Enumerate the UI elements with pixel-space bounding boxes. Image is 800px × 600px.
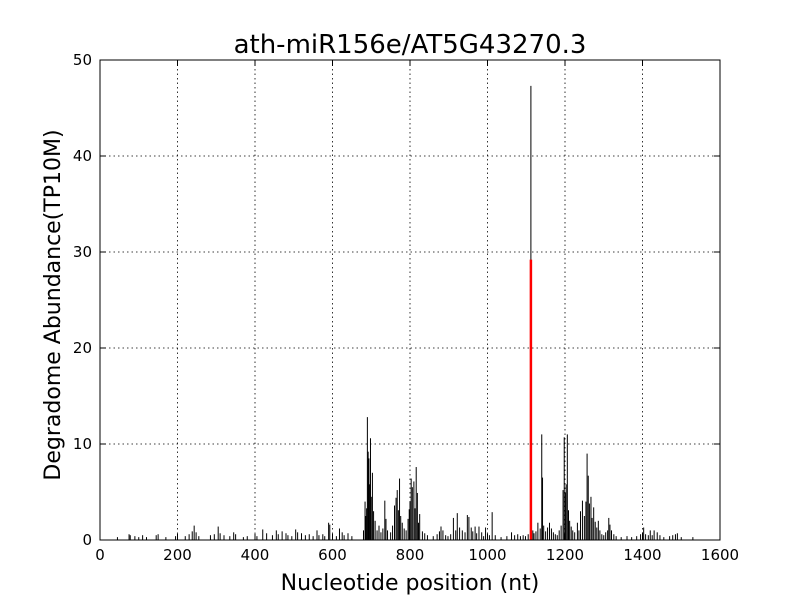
- x-tick-label: 1400: [623, 546, 661, 564]
- y-tick-label: 50: [73, 51, 92, 69]
- grid-lines: [100, 60, 720, 540]
- axis-ticks: [99, 59, 721, 541]
- x-tick-label: 1000: [468, 546, 506, 564]
- x-tick-label: 400: [241, 546, 270, 564]
- x-tick-label: 600: [318, 546, 347, 564]
- tick-labels: 0 200 400 600 800 1000 1200 1400 1600 0 10 20 30 40 50: [73, 51, 739, 564]
- y-tick-label: 0: [82, 531, 92, 549]
- x-tick-label: 800: [396, 546, 425, 564]
- y-tick-label: 10: [73, 435, 92, 453]
- y-tick-label: 30: [73, 243, 92, 261]
- y-axis-label: Degradome Abundance(TP10M): [41, 129, 66, 480]
- x-tick-label: 1200: [546, 546, 584, 564]
- y-tick-label: 40: [73, 147, 92, 165]
- x-tick-label: 0: [95, 546, 105, 564]
- chart-title: ath-miR156e/AT5G43270.3: [234, 30, 587, 60]
- x-axis-label: Nucleotide position (nt): [281, 571, 540, 596]
- x-tick-label: 200: [163, 546, 192, 564]
- x-tick-label: 1600: [701, 546, 739, 564]
- y-tick-label: 20: [73, 339, 92, 357]
